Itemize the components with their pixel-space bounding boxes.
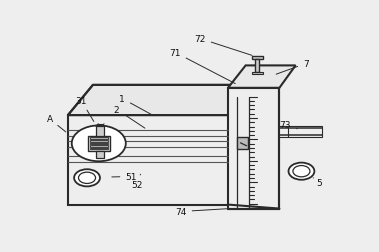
Bar	[90, 145, 108, 147]
Text: 51: 51	[112, 172, 137, 181]
Text: 73: 73	[280, 120, 298, 130]
Text: 52: 52	[131, 175, 143, 190]
Bar	[90, 148, 108, 150]
Text: 74: 74	[175, 207, 227, 216]
Text: 7: 7	[276, 60, 309, 75]
Polygon shape	[68, 85, 254, 116]
Text: 71: 71	[169, 49, 235, 84]
Bar	[96, 127, 104, 137]
Bar	[96, 151, 104, 159]
Bar	[90, 140, 108, 142]
Text: 2: 2	[114, 105, 145, 129]
Polygon shape	[228, 66, 296, 88]
Bar	[279, 126, 322, 138]
Bar	[252, 56, 263, 60]
Text: 31: 31	[75, 97, 94, 122]
Bar	[68, 116, 230, 205]
Bar	[90, 143, 108, 145]
Bar	[237, 137, 248, 150]
Bar	[228, 88, 279, 209]
Bar	[252, 73, 263, 75]
Text: 1: 1	[119, 95, 153, 116]
Text: 5: 5	[313, 178, 322, 188]
Bar	[90, 138, 108, 140]
Circle shape	[74, 170, 100, 187]
Bar	[88, 137, 110, 151]
Bar	[255, 60, 259, 73]
Text: A: A	[47, 115, 66, 132]
Circle shape	[72, 126, 126, 162]
Text: 72: 72	[194, 35, 252, 56]
Circle shape	[288, 163, 314, 180]
